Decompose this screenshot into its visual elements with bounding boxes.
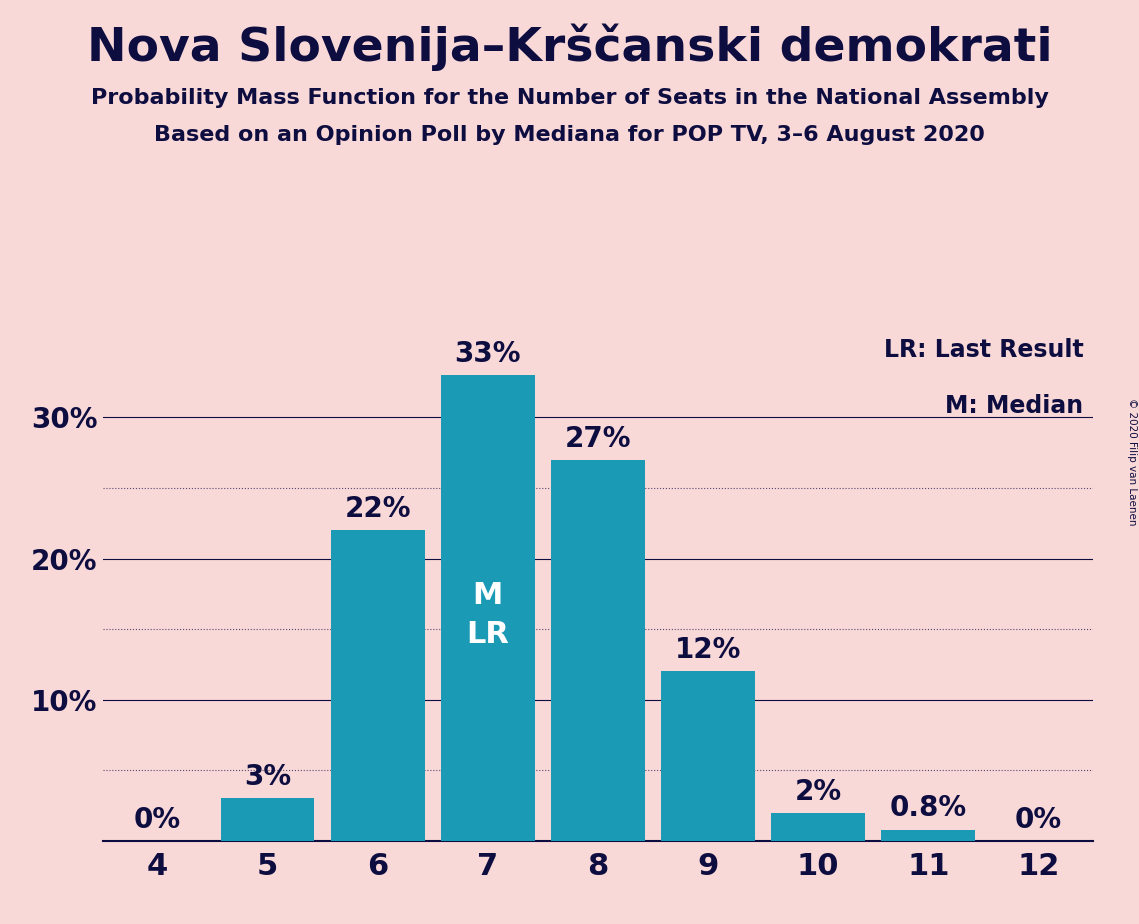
Bar	[441, 375, 534, 841]
Text: Based on an Opinion Poll by Mediana for POP TV, 3–6 August 2020: Based on an Opinion Poll by Mediana for …	[154, 125, 985, 145]
Bar	[331, 530, 425, 841]
Bar	[771, 812, 865, 841]
Bar	[662, 672, 755, 841]
Text: 0%: 0%	[1015, 806, 1062, 833]
Text: 0.8%: 0.8%	[890, 795, 967, 822]
Text: 3%: 3%	[244, 763, 292, 792]
Text: LR: Last Result: LR: Last Result	[884, 337, 1083, 361]
Text: 22%: 22%	[344, 495, 411, 523]
Text: M: Median: M: Median	[945, 394, 1083, 418]
Bar	[882, 830, 975, 841]
Text: 27%: 27%	[565, 425, 631, 453]
Text: Probability Mass Function for the Number of Seats in the National Assembly: Probability Mass Function for the Number…	[91, 88, 1048, 108]
Text: © 2020 Filip van Laenen: © 2020 Filip van Laenen	[1126, 398, 1137, 526]
Text: 12%: 12%	[675, 637, 741, 664]
Bar	[551, 459, 645, 841]
Text: M
LR: M LR	[467, 581, 509, 649]
Text: 2%: 2%	[795, 778, 842, 806]
Text: 33%: 33%	[454, 340, 522, 368]
Text: Nova Slovenija–Krščanski demokrati: Nova Slovenija–Krščanski demokrati	[87, 23, 1052, 70]
Text: 0%: 0%	[134, 806, 181, 833]
Bar	[221, 798, 314, 841]
